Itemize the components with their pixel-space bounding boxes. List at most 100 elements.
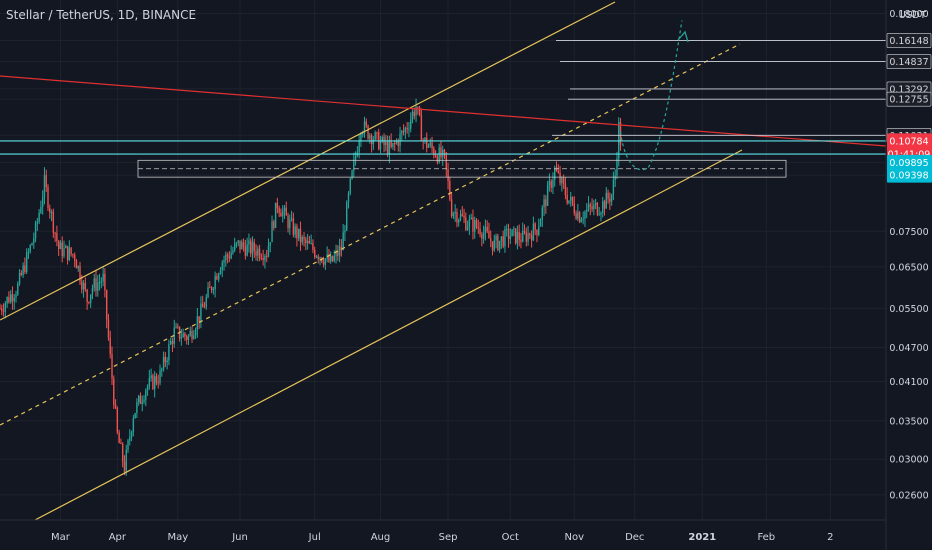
candle-body xyxy=(541,207,543,220)
candle-body xyxy=(159,370,161,384)
candle-body xyxy=(17,283,19,295)
candle-body xyxy=(474,219,476,232)
candle-body xyxy=(120,443,122,445)
candle-body xyxy=(431,142,433,149)
candle-body xyxy=(290,218,293,220)
candle-body xyxy=(123,461,126,473)
candle-body xyxy=(381,136,383,142)
candle-body xyxy=(532,223,535,241)
time-tick-label: Dec xyxy=(625,532,644,543)
candle-body xyxy=(102,273,104,282)
candle-body xyxy=(408,128,410,130)
candle-body xyxy=(91,287,94,295)
candle-body xyxy=(410,119,412,129)
candle-body xyxy=(84,282,87,290)
candle-body xyxy=(54,232,56,234)
candle-body xyxy=(351,170,353,179)
candle-body xyxy=(246,244,248,256)
candle-body xyxy=(571,196,574,204)
candle-body xyxy=(319,257,321,260)
candle-body xyxy=(201,303,204,308)
candle-body xyxy=(296,226,298,239)
price-tick-label: 0.06500 xyxy=(889,262,928,273)
candle-body xyxy=(340,246,343,251)
candle-body xyxy=(543,199,545,208)
candle-body xyxy=(566,194,568,203)
candle-body xyxy=(417,106,419,108)
candle-body xyxy=(225,254,227,261)
candle-body xyxy=(575,213,577,219)
candle-body xyxy=(171,341,174,344)
projection-path xyxy=(619,20,683,171)
candle-body xyxy=(79,266,81,282)
candle-body xyxy=(612,179,615,195)
time-tick-label: Jun xyxy=(231,532,248,543)
candle-body xyxy=(609,198,611,202)
candle-body xyxy=(367,125,369,139)
candle-body xyxy=(360,133,362,142)
candle-body xyxy=(8,297,10,303)
candle-body xyxy=(100,281,103,283)
candle-body xyxy=(402,131,405,133)
candle-body xyxy=(223,260,225,263)
candle-body xyxy=(605,192,607,209)
candle-body xyxy=(294,226,296,235)
projection-arrowhead xyxy=(677,30,689,43)
candle-body xyxy=(326,254,328,259)
candle-body xyxy=(233,243,236,251)
candle-body xyxy=(212,289,215,291)
candle-body xyxy=(443,149,446,153)
candle-body xyxy=(136,402,138,414)
candle-body xyxy=(426,137,428,148)
resistance-line xyxy=(0,75,887,147)
chart-title: Stellar / TetherUS, 1D, BINANCE xyxy=(6,8,197,22)
time-tick-label: Aug xyxy=(371,532,391,543)
time-tick-label: Jul xyxy=(308,532,321,543)
candle-body xyxy=(264,256,266,261)
candle-body xyxy=(399,133,401,146)
candle-body xyxy=(86,289,88,303)
candle-body xyxy=(525,232,527,242)
candle-body xyxy=(70,247,72,255)
candle-body xyxy=(559,172,561,184)
candle-body xyxy=(555,167,558,171)
candle-body xyxy=(49,207,51,213)
candle-body xyxy=(118,432,120,444)
candle-body xyxy=(65,245,67,249)
candle-body xyxy=(527,233,529,242)
candle-body xyxy=(31,243,33,246)
candle-body xyxy=(232,250,234,253)
candle-body xyxy=(97,282,99,291)
candle-body xyxy=(550,181,552,188)
candle-body xyxy=(536,229,538,235)
candle-body xyxy=(113,378,115,405)
candle-body xyxy=(47,187,49,208)
candle-body xyxy=(289,219,291,229)
candle-body xyxy=(98,282,101,284)
candle-body xyxy=(587,204,590,210)
candle-body xyxy=(127,440,129,450)
candle-body xyxy=(194,330,197,336)
candle-body xyxy=(205,297,207,308)
candle-body xyxy=(482,232,485,239)
candle-body xyxy=(59,242,62,249)
candle-body xyxy=(36,221,39,224)
candle-body xyxy=(530,235,533,241)
candle-body xyxy=(162,356,165,369)
candle-body xyxy=(73,255,76,261)
candle-body xyxy=(582,218,584,220)
candle-body xyxy=(182,333,184,338)
candle-body xyxy=(61,242,63,257)
candle-body xyxy=(386,141,389,155)
candle-body xyxy=(187,335,190,340)
candle-body xyxy=(257,248,259,256)
candle-body xyxy=(93,278,95,288)
candle-body xyxy=(434,155,437,157)
candle-body xyxy=(458,219,460,223)
time-tick-label: May xyxy=(167,532,188,543)
candle-body xyxy=(262,258,264,261)
candle-body xyxy=(488,231,490,239)
candle-body xyxy=(134,413,136,419)
price-tick-label: 0.18000 xyxy=(889,9,928,20)
